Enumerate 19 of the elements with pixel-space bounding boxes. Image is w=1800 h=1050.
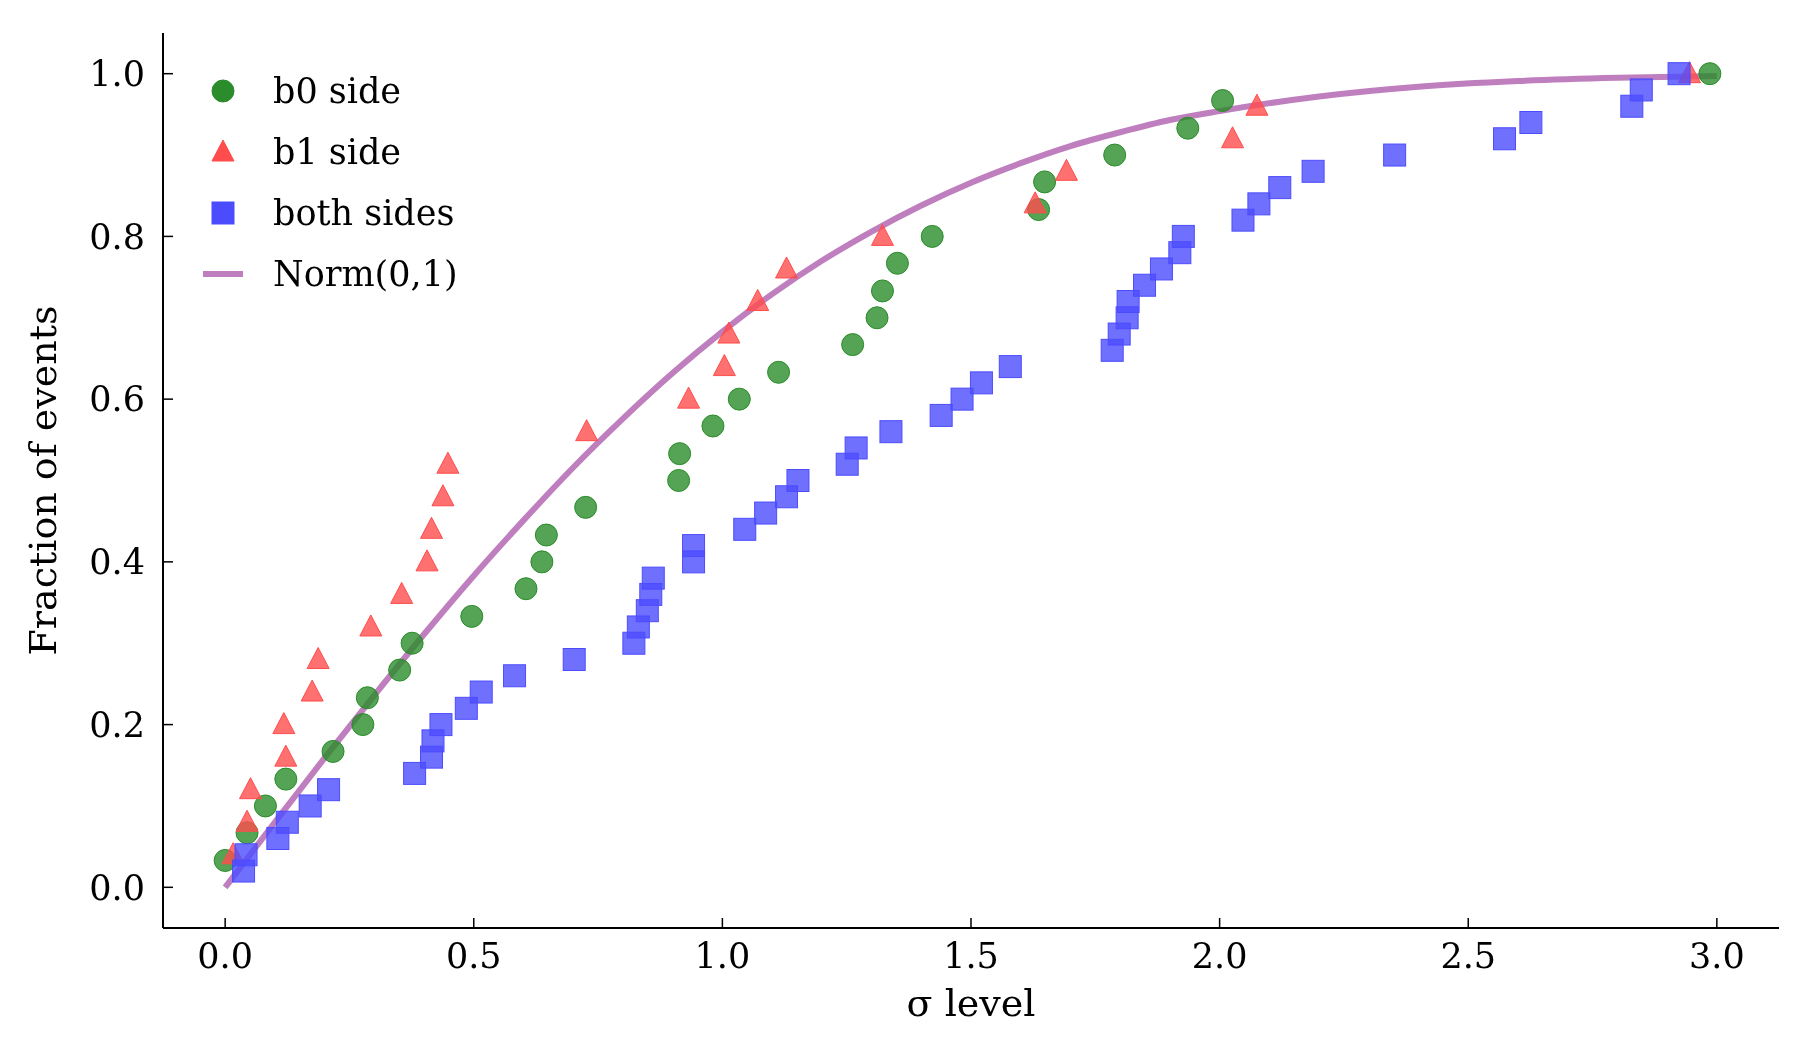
x-tick-label: 0.0 xyxy=(197,936,253,976)
x-tick-label: 0.5 xyxy=(445,936,502,976)
x-tick-label: 2.0 xyxy=(1191,936,1248,976)
y-tick-label: 0.4 xyxy=(89,542,145,583)
x-axis-title: σ level xyxy=(906,981,1036,1025)
y-tick-label: 0.2 xyxy=(89,704,145,745)
y-tick-label: 0.6 xyxy=(89,379,145,420)
y-axis-title: Fraction of events xyxy=(21,305,65,656)
legend-label: both sides xyxy=(273,193,455,234)
y-tick-label: 0.8 xyxy=(89,216,145,257)
x-tick-label: 2.5 xyxy=(1440,936,1497,976)
x-tick-label: 1.0 xyxy=(694,936,751,976)
x-tick-label: 3.0 xyxy=(1689,936,1745,976)
x-tick-label: 1.5 xyxy=(943,936,999,976)
legend-label: Norm(0,1) xyxy=(273,254,458,295)
y-tick-label: 1.0 xyxy=(89,53,145,94)
y-tick-label: 0.0 xyxy=(89,867,145,908)
legend-label: b1 side xyxy=(273,132,402,173)
legend-label: b0 side xyxy=(273,71,402,112)
